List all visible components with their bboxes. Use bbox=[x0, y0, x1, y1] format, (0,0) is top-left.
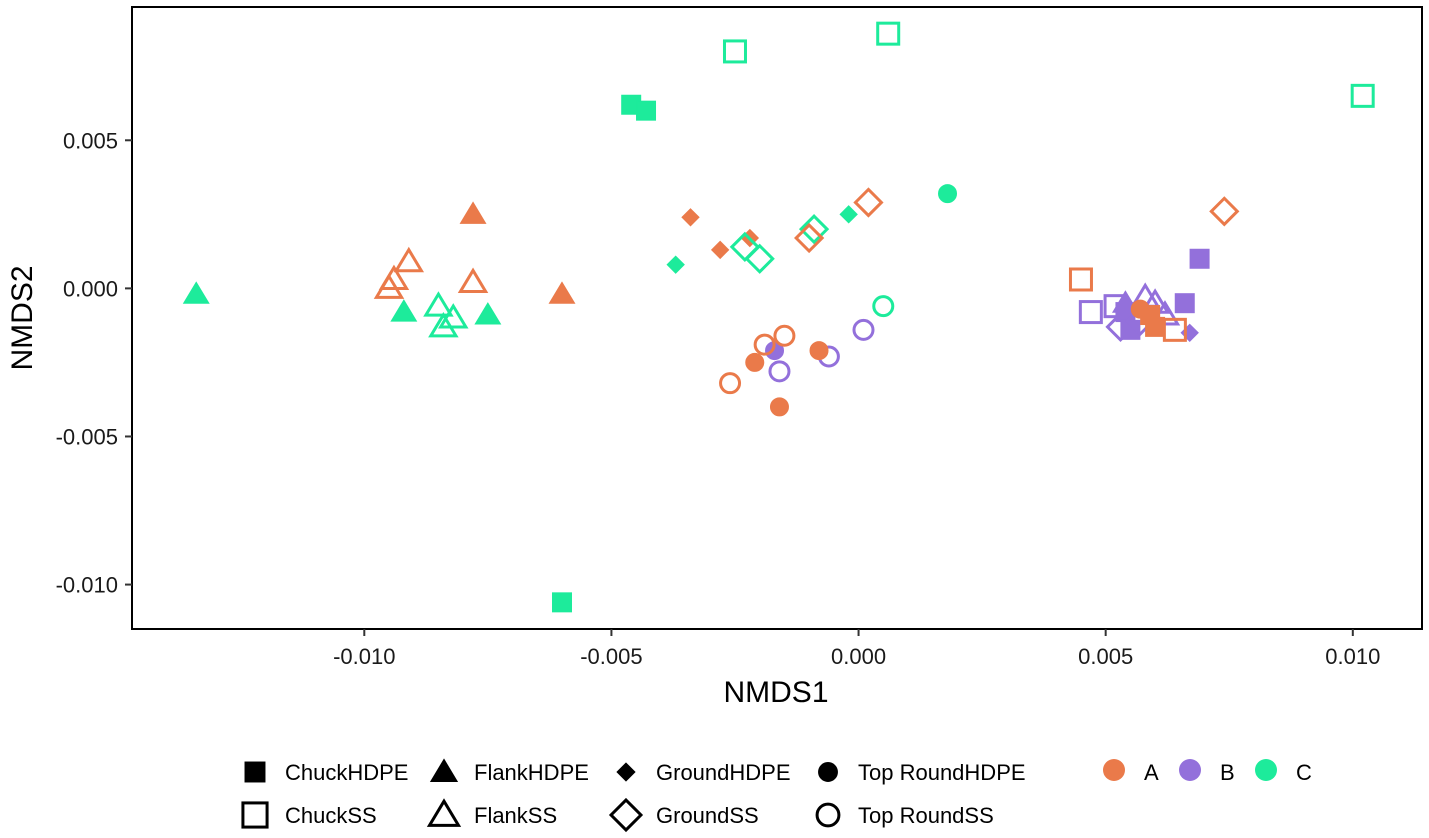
data-point bbox=[428, 311, 459, 338]
data-point bbox=[459, 201, 487, 224]
legend-diamond-open-icon bbox=[608, 797, 644, 833]
data-point bbox=[1350, 83, 1375, 108]
points-layer bbox=[182, 21, 1375, 613]
data-point bbox=[839, 205, 858, 224]
data-point bbox=[938, 184, 958, 204]
legend-triangle-filled-icon bbox=[429, 758, 459, 782]
x-axis: -0.010 -0.005 0.000 0.005 0.010 bbox=[333, 629, 1380, 669]
x-tick-label: 0.000 bbox=[831, 644, 886, 669]
y-tick-label: -0.010 bbox=[56, 573, 118, 598]
legend-label: Top RoundHDPE bbox=[858, 760, 1026, 785]
legend-triangle-open-icon bbox=[426, 798, 462, 827]
legend-color-label: A bbox=[1144, 760, 1159, 785]
data-point bbox=[552, 592, 572, 613]
legend-square-open-icon bbox=[241, 801, 269, 829]
legend-color-label: B bbox=[1220, 760, 1235, 785]
data-point bbox=[1209, 196, 1240, 227]
data-point bbox=[1068, 267, 1093, 292]
data-point bbox=[1162, 317, 1187, 342]
data-point bbox=[457, 267, 489, 293]
data-point bbox=[390, 299, 418, 322]
legend-color-label: C bbox=[1296, 760, 1312, 785]
data-point bbox=[768, 360, 791, 383]
data-point bbox=[745, 352, 765, 372]
legend-label: FlankHDPE bbox=[474, 760, 589, 785]
y-axis: 0.005 0.000 -0.005 -0.010 bbox=[56, 128, 132, 598]
x-tick-label: 0.010 bbox=[1325, 644, 1380, 669]
legend-circle-filled-icon bbox=[818, 762, 838, 782]
data-point bbox=[1078, 300, 1103, 325]
plot-panel-border bbox=[131, 6, 1423, 630]
data-point bbox=[393, 246, 425, 273]
data-point bbox=[794, 222, 825, 254]
data-point bbox=[710, 240, 730, 260]
data-point bbox=[378, 264, 410, 290]
x-tick-label: 0.005 bbox=[1078, 644, 1133, 669]
data-point bbox=[1145, 316, 1166, 337]
x-tick-label: -0.005 bbox=[580, 644, 642, 669]
data-point bbox=[1120, 319, 1141, 340]
data-point bbox=[474, 302, 502, 325]
legend-color-swatch-icon bbox=[1255, 759, 1277, 781]
legend-label: ChuckSS bbox=[285, 803, 377, 828]
data-point bbox=[744, 243, 775, 274]
legend-diamond-filled-icon bbox=[616, 762, 636, 782]
data-point bbox=[876, 21, 901, 46]
legend-label: ChuckHDPE bbox=[285, 760, 408, 785]
legend-label: GroundSS bbox=[656, 803, 759, 828]
legend-label: GroundHDPE bbox=[656, 760, 791, 785]
data-point bbox=[681, 208, 700, 227]
data-point bbox=[722, 39, 747, 64]
legend-color-swatch-icon bbox=[1179, 759, 1201, 781]
data-point bbox=[769, 397, 789, 417]
data-point bbox=[182, 281, 210, 304]
legend-square-filled-icon bbox=[244, 761, 266, 783]
data-point bbox=[852, 318, 875, 341]
data-point bbox=[636, 100, 657, 121]
data-point bbox=[773, 324, 796, 347]
legend-circle-open-icon bbox=[815, 802, 841, 828]
data-point bbox=[548, 281, 576, 304]
data-point bbox=[719, 372, 742, 395]
data-point bbox=[729, 231, 760, 263]
data-point bbox=[438, 303, 469, 329]
y-tick-label: 0.000 bbox=[63, 276, 118, 301]
data-point bbox=[872, 295, 895, 318]
data-point bbox=[423, 291, 454, 317]
data-point bbox=[666, 255, 685, 274]
x-tick-label: -0.010 bbox=[333, 644, 395, 669]
x-axis-title: NMDS1 bbox=[723, 676, 828, 709]
data-point bbox=[1189, 248, 1210, 269]
data-point bbox=[1174, 293, 1195, 314]
data-point bbox=[853, 187, 884, 218]
legend-color-swatch-icon bbox=[1103, 759, 1125, 781]
y-axis-title: NMDS2 bbox=[6, 265, 39, 370]
legend-label: Top RoundSS bbox=[858, 803, 994, 828]
data-point bbox=[753, 333, 776, 356]
y-tick-label: -0.005 bbox=[56, 424, 118, 449]
legend: ChuckHDPE FlankHDPE GroundHDPE Top RoundHDP… bbox=[241, 758, 1312, 833]
data-point bbox=[809, 341, 829, 361]
data-point bbox=[798, 214, 830, 245]
y-tick-label: 0.005 bbox=[63, 128, 118, 153]
legend-label: FlankSS bbox=[474, 803, 557, 828]
